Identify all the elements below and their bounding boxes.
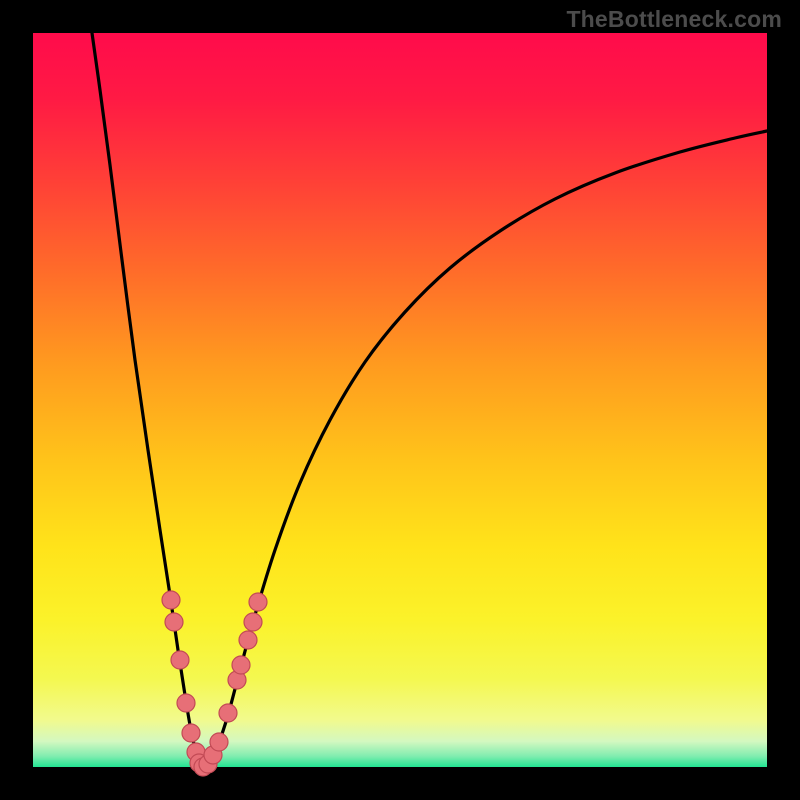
data-marker	[249, 593, 267, 611]
data-marker	[177, 694, 195, 712]
data-marker	[219, 704, 237, 722]
data-marker	[232, 656, 250, 674]
data-marker	[171, 651, 189, 669]
data-marker	[244, 613, 262, 631]
bottleneck-chart	[0, 0, 800, 800]
data-marker	[165, 613, 183, 631]
watermark-text: TheBottleneck.com	[566, 6, 782, 33]
data-marker	[210, 733, 228, 751]
data-marker	[239, 631, 257, 649]
data-marker	[162, 591, 180, 609]
data-marker	[182, 724, 200, 742]
chart-frame: TheBottleneck.com	[0, 0, 800, 800]
gradient-plot-area	[33, 33, 767, 767]
